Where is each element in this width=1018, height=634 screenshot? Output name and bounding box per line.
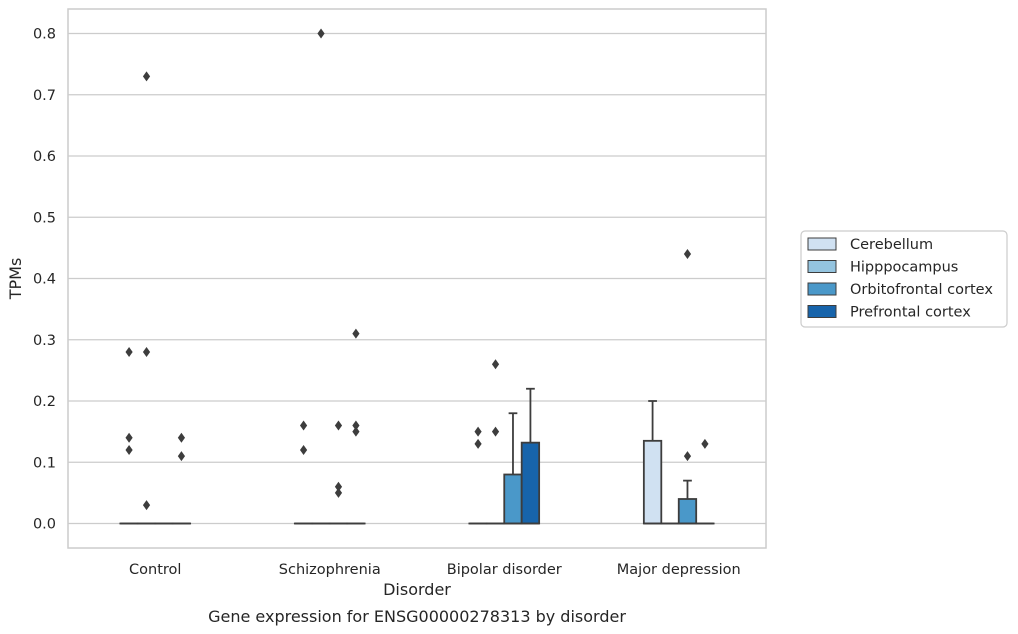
legend-label: Orbitofrontal cortex [850, 282, 993, 298]
outlier-point [352, 426, 360, 437]
outlier-point [317, 28, 325, 39]
box-cerebellum-control [119, 347, 139, 525]
legend-swatch [807, 237, 837, 251]
x-tick-label: Bipolar disorder [447, 562, 562, 578]
y-tick-label: 0.7 [33, 88, 56, 104]
outlier-point [683, 451, 692, 462]
outlier-point [474, 438, 482, 449]
gridlines [68, 32, 766, 525]
x-axis-label: Disorder [383, 580, 451, 599]
outlier-point [142, 347, 151, 357]
y-tick-label: 0.3 [33, 333, 56, 349]
legend-label: Hipppocampus [850, 260, 958, 276]
outlier-point [142, 71, 151, 82]
box-cerebellum-schizophrenia [293, 420, 314, 525]
x-tick-label: Schizophrenia [279, 562, 381, 578]
x-tick-label: Control [129, 562, 181, 578]
box-orbitofrontal-cortex-schizophrenia [328, 420, 349, 525]
y-axis-label: TPMs [6, 258, 25, 301]
box-hipppocampus-control [136, 71, 157, 525]
outlier-point [142, 500, 151, 511]
box-prefrontal-cortex-control [171, 432, 192, 525]
y-tick-label: 0.4 [33, 272, 56, 288]
outlier-point [334, 487, 343, 498]
y-tick-labels: 0.0 0.1 0.2 0.3 0.4 0.5 0.6 0.7 0.8 [33, 27, 56, 533]
box [503, 473, 523, 525]
box [520, 441, 541, 525]
plot-frame [67, 8, 767, 549]
legend-swatch [807, 282, 837, 296]
outlier-point [474, 426, 482, 437]
box-prefrontal-cortex-bipolar-disorder [520, 387, 541, 525]
outlier-point [701, 438, 709, 449]
legend-swatch [807, 305, 837, 318]
box [677, 498, 698, 525]
outlier-point [125, 347, 133, 357]
outlier-point [334, 481, 343, 492]
box-hipppocampus-schizophrenia [311, 28, 331, 525]
outlier-point [177, 432, 186, 443]
outlier-point [334, 420, 343, 431]
outlier-point [177, 451, 186, 462]
box-prefrontal-cortex-schizophrenia [346, 328, 366, 525]
x-tick-labels: Control Schizophrenia Bipolar disorder Majo… [129, 562, 741, 578]
outlier-point [125, 445, 133, 455]
outlier-point [352, 328, 360, 339]
box-series [119, 28, 715, 525]
box-orbitofrontal-cortex-bipolar-disorder [503, 412, 523, 525]
legend-swatch [807, 260, 837, 273]
box-cerebellum-major-depression [642, 400, 663, 525]
outlier-point [491, 426, 500, 437]
legend: Cerebellum Hipppocampus Orbitofrontal cort… [800, 230, 1008, 328]
legend-label: Prefrontal cortex [850, 305, 971, 321]
outlier-point [125, 432, 133, 443]
chart-caption: Gene expression for ENSG00000278313 by d… [208, 607, 626, 626]
box [642, 439, 663, 525]
legend-frame [800, 230, 1008, 328]
y-tick-label: 0.5 [33, 210, 56, 226]
legend-label: Cerebellum [850, 237, 933, 253]
outlier-point [491, 359, 500, 370]
box-cerebellum-bipolar-disorder [468, 426, 488, 525]
y-tick-label: 0.1 [33, 455, 56, 471]
outlier-point [352, 420, 360, 431]
outlier-point [299, 420, 308, 431]
box-prefrontal-cortex-major-depression [695, 438, 715, 525]
y-tick-label: 0.2 [33, 394, 56, 410]
outlier-point [683, 249, 692, 259]
y-tick-label: 0.6 [33, 149, 56, 165]
box-orbitofrontal-cortex-major-depression [677, 249, 698, 525]
box-hipppocampus-bipolar-disorder [485, 359, 506, 525]
y-tick-label: 0.8 [33, 27, 56, 43]
y-tick-label: 0.0 [33, 517, 56, 533]
x-tick-label: Major depression [617, 562, 741, 578]
outlier-point [299, 445, 308, 455]
